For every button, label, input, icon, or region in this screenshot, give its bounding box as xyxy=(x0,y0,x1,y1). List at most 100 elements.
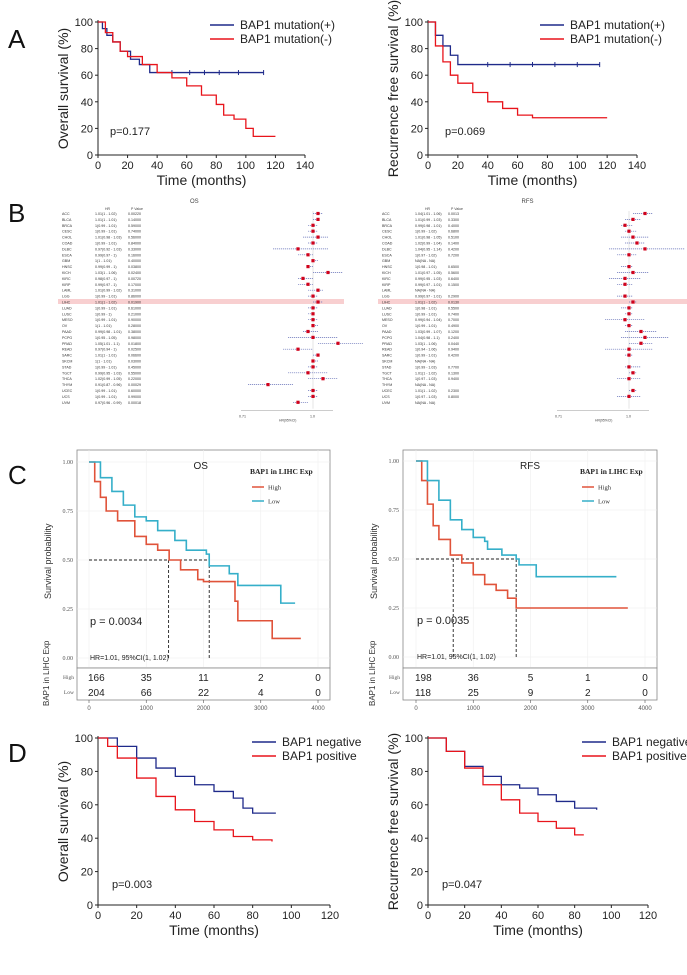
legend-label: BAP1 mutation(+) xyxy=(240,18,335,32)
forest-row-hr: 1(0.95 - 1.05) xyxy=(95,336,117,340)
x-tick-label: 2000 xyxy=(524,706,538,712)
legend-label: BAP1 mutation(-) xyxy=(240,32,332,46)
forest-row-p: 0.2400 xyxy=(448,336,459,340)
p-value: p=0.177 xyxy=(110,126,150,138)
risk-value: 0 xyxy=(642,688,648,699)
forest-row-label: TGCT xyxy=(382,371,393,375)
forest-point xyxy=(336,341,340,345)
x-tick-label: 20 xyxy=(121,160,133,172)
forest-row-hr: 1(0.99 - 1.01) xyxy=(95,389,117,393)
legend-label: BAP1 positive xyxy=(612,749,687,763)
y-tick-label: 0.25 xyxy=(389,606,400,612)
forest-row-hr: 1(0.99 - 1.01) xyxy=(95,306,117,310)
chart-B-OS: OS HR P Value ACC 1.01(1 - 1.02) 0.00220 BLCA 1… xyxy=(58,199,363,423)
forest-point xyxy=(296,400,300,404)
forest-point xyxy=(643,247,647,251)
forest-row-hr: 1.01(0.98 - 1.05) xyxy=(415,236,442,240)
forest-point xyxy=(627,253,631,257)
p-value: p=0.003 xyxy=(112,879,152,891)
forest-row-hr: 1.01(1 - 1.01) xyxy=(95,354,117,358)
forest-row-hr: 1.05(1.01 - 1.1) xyxy=(95,342,120,346)
forest-point xyxy=(311,359,315,363)
risk-value: 5 xyxy=(528,673,534,684)
x-tick-label: 140 xyxy=(296,160,314,172)
forest-xtick: 0.71 xyxy=(239,415,246,419)
forest-point xyxy=(631,235,635,239)
risk-row-label: High xyxy=(389,675,400,681)
forest-highlight-row xyxy=(58,299,344,304)
survival-curve-high xyxy=(89,461,301,640)
forest-row-hr: 1(0.97 - 1.02) xyxy=(415,253,437,257)
forest-row-hr: 1(0.99 - 1.01) xyxy=(415,354,437,358)
forest-row-label: DLBC xyxy=(62,247,72,251)
forest-row-hr: 1(1 - 1.01) xyxy=(95,324,112,328)
forest-row-label: UCEC xyxy=(382,389,393,393)
forest-row-label: STAD xyxy=(62,365,72,369)
forest-row-p: 0.0440 xyxy=(448,342,459,346)
risk-value: 35 xyxy=(141,673,153,684)
risk-value: 0 xyxy=(642,673,648,684)
forest-point xyxy=(311,294,315,298)
forest-row-p: 0.9400 xyxy=(448,348,459,352)
y-tick-label: 0 xyxy=(417,900,423,912)
forest-row-p: 0.02500 xyxy=(128,348,141,352)
forest-row-hr: 1(0.97 - 1.03) xyxy=(415,377,437,381)
forest-row-label: CHOL xyxy=(382,236,392,240)
survival-curve-bap1-positive xyxy=(428,737,584,836)
forest-row-label: PRAD xyxy=(62,342,72,346)
forest-point xyxy=(631,300,635,304)
forest-row-p: 0.74000 xyxy=(128,230,141,234)
forest-point xyxy=(627,347,631,351)
forest-point xyxy=(316,288,320,292)
forest-row-label: READ xyxy=(382,348,392,352)
forest-row-hr: 0.99(0.97 - 1) xyxy=(95,253,117,257)
forest-point xyxy=(311,312,315,316)
forest-row-hr: 1.01(0.98 - 1.03) xyxy=(95,236,122,240)
survival-curve-bap1-negative xyxy=(428,737,598,810)
forest-row-hr: 1(0.98 - 1.01) xyxy=(415,306,437,310)
chart-C-right: 0.00 0.25 0.50 0.75 1.00 Survival probability… xyxy=(368,449,658,712)
forest-row-label: ACC xyxy=(62,212,70,216)
forest-point xyxy=(311,229,315,233)
forest-row-label: SARC xyxy=(62,354,72,358)
chart-C-left: 0.00 0.25 0.50 0.75 1.00 Survival probability… xyxy=(42,449,331,712)
forest-xlabel: HR(95%CI) xyxy=(595,419,612,423)
forest-point xyxy=(296,247,300,251)
forest-row-label: KICH xyxy=(382,271,391,275)
forest-row-label: LGG xyxy=(62,295,70,299)
forest-row-label: LAML xyxy=(62,289,71,293)
forest-row-hr: 1.03(1 - 1.06) xyxy=(415,342,437,346)
forest-row-label: OV xyxy=(62,324,68,328)
forest-row-p: 0.03000 xyxy=(128,360,141,364)
y-tick-label: 0 xyxy=(417,150,423,162)
forest-row-label: LUAD xyxy=(62,306,72,310)
forest-point xyxy=(631,388,635,393)
y-tick-label: 0.75 xyxy=(63,509,74,515)
x-tick-label: 120 xyxy=(639,910,657,922)
forest-row-p: 0.9400 xyxy=(448,377,459,381)
y-tick-label: 80 xyxy=(411,766,423,778)
forest-point xyxy=(266,383,270,387)
forest-row-p: 0.5100 xyxy=(448,236,459,240)
forest-row-hr: 0.91(0.87 - 0.96) xyxy=(95,383,122,387)
survival-curve-low xyxy=(416,460,617,578)
forest-row-p: 0.5500 xyxy=(448,306,459,310)
x-tick-label: 80 xyxy=(541,160,553,172)
x-tick-label: 2000 xyxy=(197,706,211,712)
forest-row-p: 0.17000 xyxy=(128,283,141,287)
x-tick-label: 60 xyxy=(511,160,523,172)
y-tick-label: 100 xyxy=(405,17,423,29)
y-tick-label: 40 xyxy=(411,97,423,109)
forest-row-hr: 0.99(0.98 - 1.01) xyxy=(415,224,442,228)
risk-value: 2 xyxy=(258,673,264,684)
forest-row-label: OV xyxy=(382,324,388,328)
forest-row-label: LAML xyxy=(382,289,391,293)
forest-row-p: 0.60000 xyxy=(128,389,141,393)
forest-row-hr: 0.97(0.92 - 1.03) xyxy=(95,247,122,251)
y-tick-label: 1.00 xyxy=(63,460,74,466)
forest-row-p: 0.1500 xyxy=(448,283,459,287)
forest-row-hr: 1.01(1 - 1.02) xyxy=(95,212,117,216)
risk-table-ylabel: BAP1 in LIHC Exp xyxy=(368,640,377,706)
x-axis-label: Time (months) xyxy=(169,922,259,938)
